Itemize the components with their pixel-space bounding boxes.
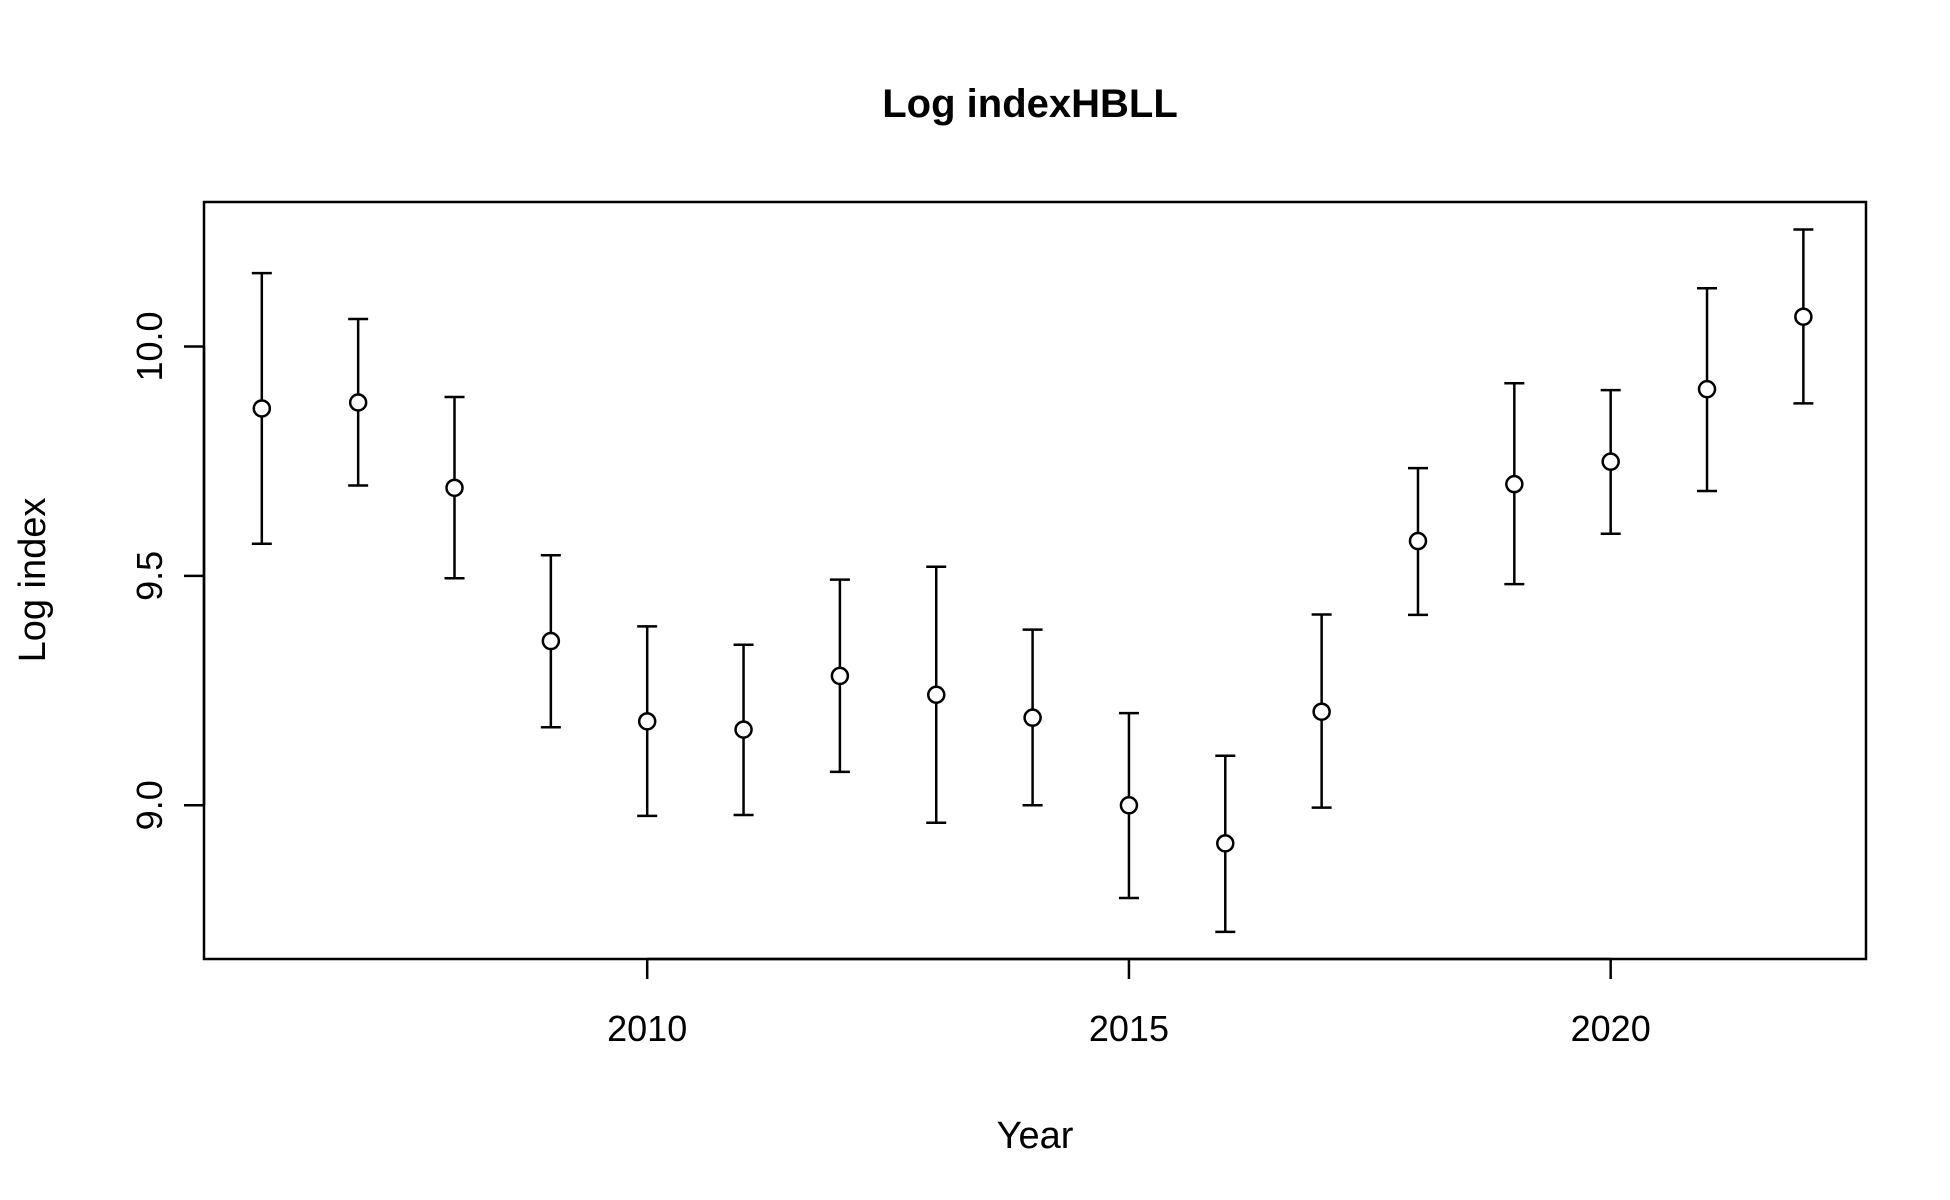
y-tick-label: 10.0 [129, 311, 170, 381]
data-point [637, 712, 657, 731]
plot-frame [202, 200, 1868, 961]
data-point [830, 666, 850, 686]
data-point [926, 685, 946, 704]
y-tick-label: 9.0 [129, 780, 170, 830]
data-point [541, 631, 561, 651]
y-tick-label: 9.5 [129, 551, 170, 601]
data-point [445, 478, 464, 498]
chart-title: Log indexHBLL [882, 82, 1178, 126]
data-point [1505, 474, 1524, 494]
data-point [252, 399, 272, 418]
x-tick-label: 2010 [607, 1008, 687, 1049]
x-tick-label: 2015 [1089, 1008, 1169, 1049]
data-point [1119, 796, 1139, 815]
data-point [734, 720, 753, 739]
data-point [1697, 379, 1717, 399]
data-point [348, 393, 368, 412]
y-axis: 9.0 9.5 10.0 [129, 311, 206, 830]
data-point [1312, 702, 1331, 721]
data-point [1601, 452, 1620, 471]
y-axis-label: Log index [12, 498, 54, 663]
data-point [1216, 834, 1235, 853]
data-point [1023, 708, 1042, 727]
data-point [1794, 307, 1813, 326]
x-axis-label: Year [997, 1115, 1074, 1157]
data-point [1408, 531, 1428, 551]
data-points [252, 307, 1813, 853]
x-tick-label: 2020 [1571, 1008, 1651, 1049]
x-axis: 2010 2015 2020 [607, 957, 1651, 1049]
error-bars [251, 228, 1814, 934]
